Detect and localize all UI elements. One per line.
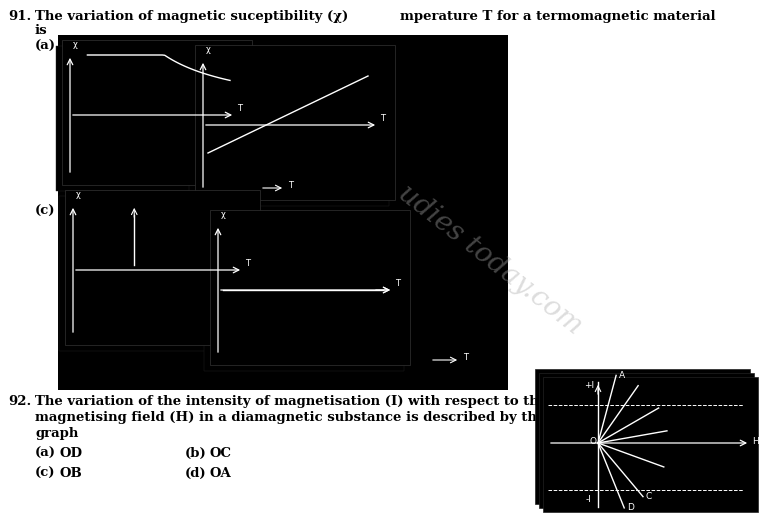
Text: (d): (d)	[185, 467, 207, 480]
Text: (a): (a)	[35, 447, 56, 460]
Text: T: T	[380, 114, 385, 123]
Text: H: H	[752, 437, 758, 447]
Text: T: T	[463, 354, 468, 362]
Text: χ: χ	[76, 190, 81, 199]
Text: T: T	[237, 104, 242, 113]
Text: is: is	[35, 24, 47, 37]
Text: A: A	[619, 371, 625, 380]
Text: 92.: 92.	[8, 395, 31, 408]
Text: udies today.com: udies today.com	[393, 180, 588, 340]
Bar	[189, 51, 389, 206]
Text: 91.: 91.	[8, 10, 31, 23]
Text: T: T	[288, 181, 293, 190]
Bar	[65, 190, 260, 345]
Text: C: C	[646, 492, 652, 501]
Bar	[543, 377, 758, 512]
Text: +I: +I	[584, 381, 594, 390]
Text: OA: OA	[210, 467, 232, 480]
Text: (c): (c)	[35, 205, 56, 218]
Text: (c): (c)	[35, 467, 56, 480]
Text: T: T	[245, 259, 250, 268]
Text: The variation of the intensity of magnetisation (I) with respect to the: The variation of the intensity of magnet…	[35, 395, 547, 408]
Text: T: T	[395, 279, 400, 288]
Bar	[204, 216, 404, 371]
Bar	[58, 35, 508, 390]
Text: χ: χ	[73, 40, 78, 49]
Text: mperature T for a termomagnetic material: mperature T for a termomagnetic material	[400, 10, 716, 23]
Bar	[59, 196, 254, 351]
Text: χ: χ	[221, 210, 226, 219]
Text: (a): (a)	[35, 40, 56, 53]
Text: magnetising field (H) in a diamagnetic substance is described by the: magnetising field (H) in a diamagnetic s…	[35, 411, 546, 424]
Text: -I: -I	[586, 495, 592, 504]
Bar	[539, 373, 754, 508]
Bar	[210, 210, 410, 365]
Text: χ: χ	[206, 45, 211, 54]
Text: The variation of magnetic suceptibility (χ): The variation of magnetic suceptibility …	[35, 10, 348, 23]
Text: OD: OD	[60, 447, 83, 460]
Text: graph: graph	[35, 427, 79, 440]
Bar	[195, 45, 395, 200]
Bar	[535, 369, 750, 504]
Bar	[56, 46, 246, 191]
Text: O: O	[589, 436, 596, 446]
Text: OB: OB	[60, 467, 82, 480]
Text: (b): (b)	[185, 447, 207, 460]
Bar	[62, 40, 252, 185]
Text: D: D	[627, 503, 634, 512]
Text: OC: OC	[210, 447, 232, 460]
